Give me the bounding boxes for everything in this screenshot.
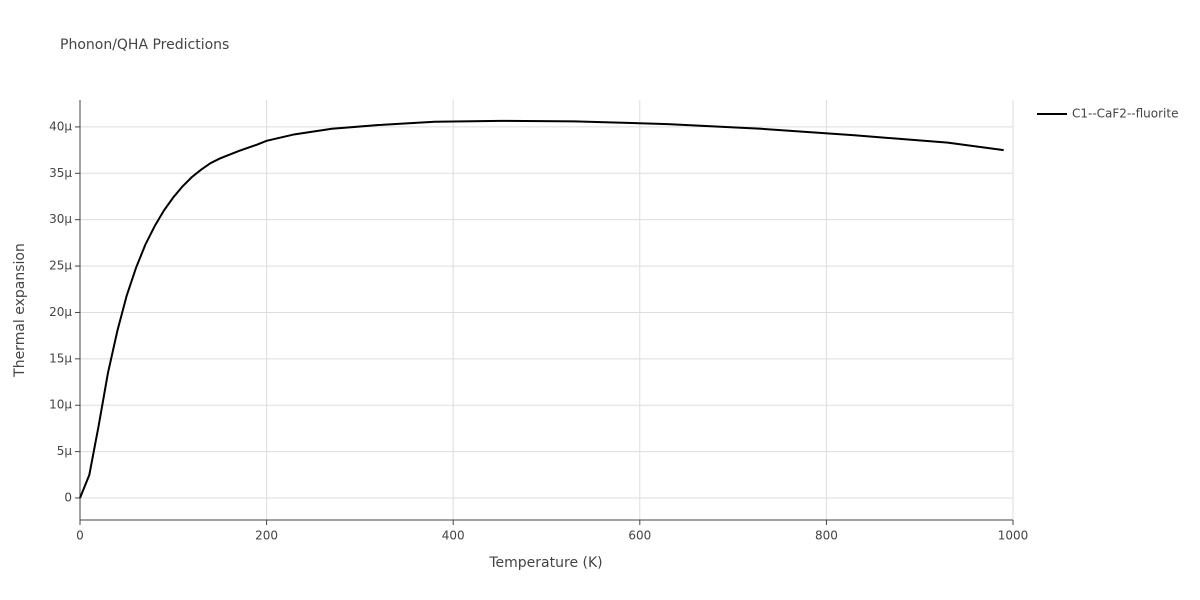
y-tick-label: 40μ (49, 119, 72, 133)
y-tick-label: 35μ (49, 166, 72, 180)
y-tick-label: 20μ (49, 305, 72, 319)
chart-title: Phonon/QHA Predictions (60, 37, 229, 53)
x-axis-title: Temperature (K) (488, 555, 602, 571)
x-tick-label: 1000 (998, 529, 1029, 543)
y-tick-label: 0 (64, 491, 72, 505)
y-axis-title: Thermal expansion (12, 243, 28, 378)
y-tick-label: 15μ (49, 351, 72, 365)
x-tick-label: 0 (76, 529, 84, 543)
data-line (79, 119, 1004, 499)
x-tick-label: 600 (628, 529, 651, 543)
legend-label: C1--CaF2--fluorite (1072, 107, 1178, 121)
x-tick-label: 200 (255, 529, 278, 543)
y-tick-label: 30μ (49, 212, 72, 226)
y-tick-label: 25μ (49, 259, 72, 273)
x-tick-label: 800 (815, 529, 838, 543)
y-tick-label: 10μ (49, 398, 72, 412)
x-tick-label: 400 (442, 529, 465, 543)
y-tick-label: 5μ (57, 444, 73, 458)
